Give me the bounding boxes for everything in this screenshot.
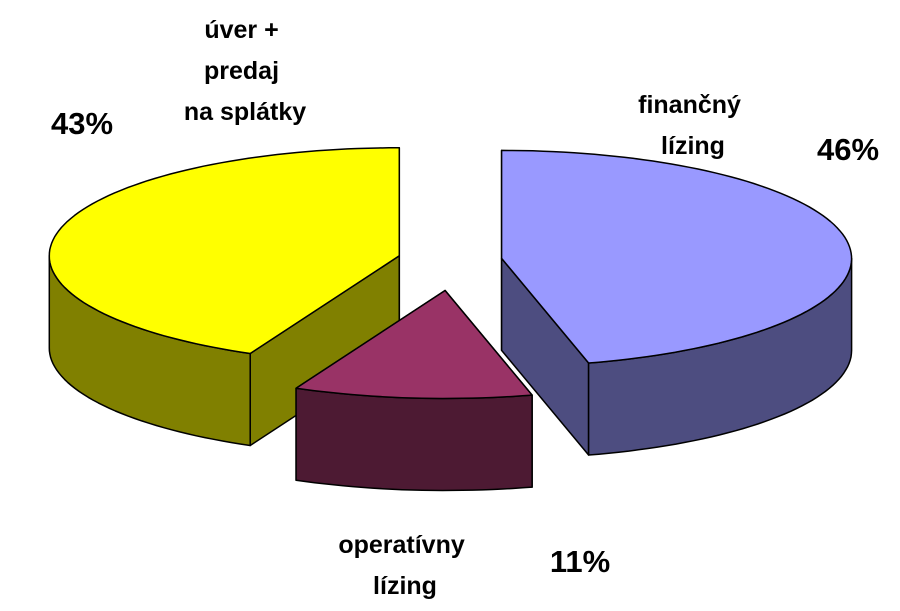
slice-top [48, 147, 401, 355]
slice-wall [295, 387, 533, 492]
label-line: lízing [373, 572, 437, 600]
label-line: na splátky [184, 98, 306, 126]
slice-label: úver + predaj na splátky [184, 16, 306, 126]
slice-top [295, 289, 533, 400]
label-line: operatívny [338, 531, 471, 559]
label-line: lízing [661, 132, 725, 160]
slice-top [500, 149, 853, 364]
slice [48, 147, 401, 447]
value-label: 46% [817, 132, 879, 167]
slice [295, 289, 533, 492]
slice-label: finančný lízing [638, 91, 748, 160]
label-line: finančný [638, 91, 748, 119]
label-line: úver + [204, 16, 285, 44]
slice [500, 149, 853, 456]
value-label: 43% [51, 106, 113, 141]
value-label: 11% [550, 544, 610, 579]
slice-label: operatívny lízing [338, 531, 471, 600]
label-line: predaj [204, 57, 286, 85]
